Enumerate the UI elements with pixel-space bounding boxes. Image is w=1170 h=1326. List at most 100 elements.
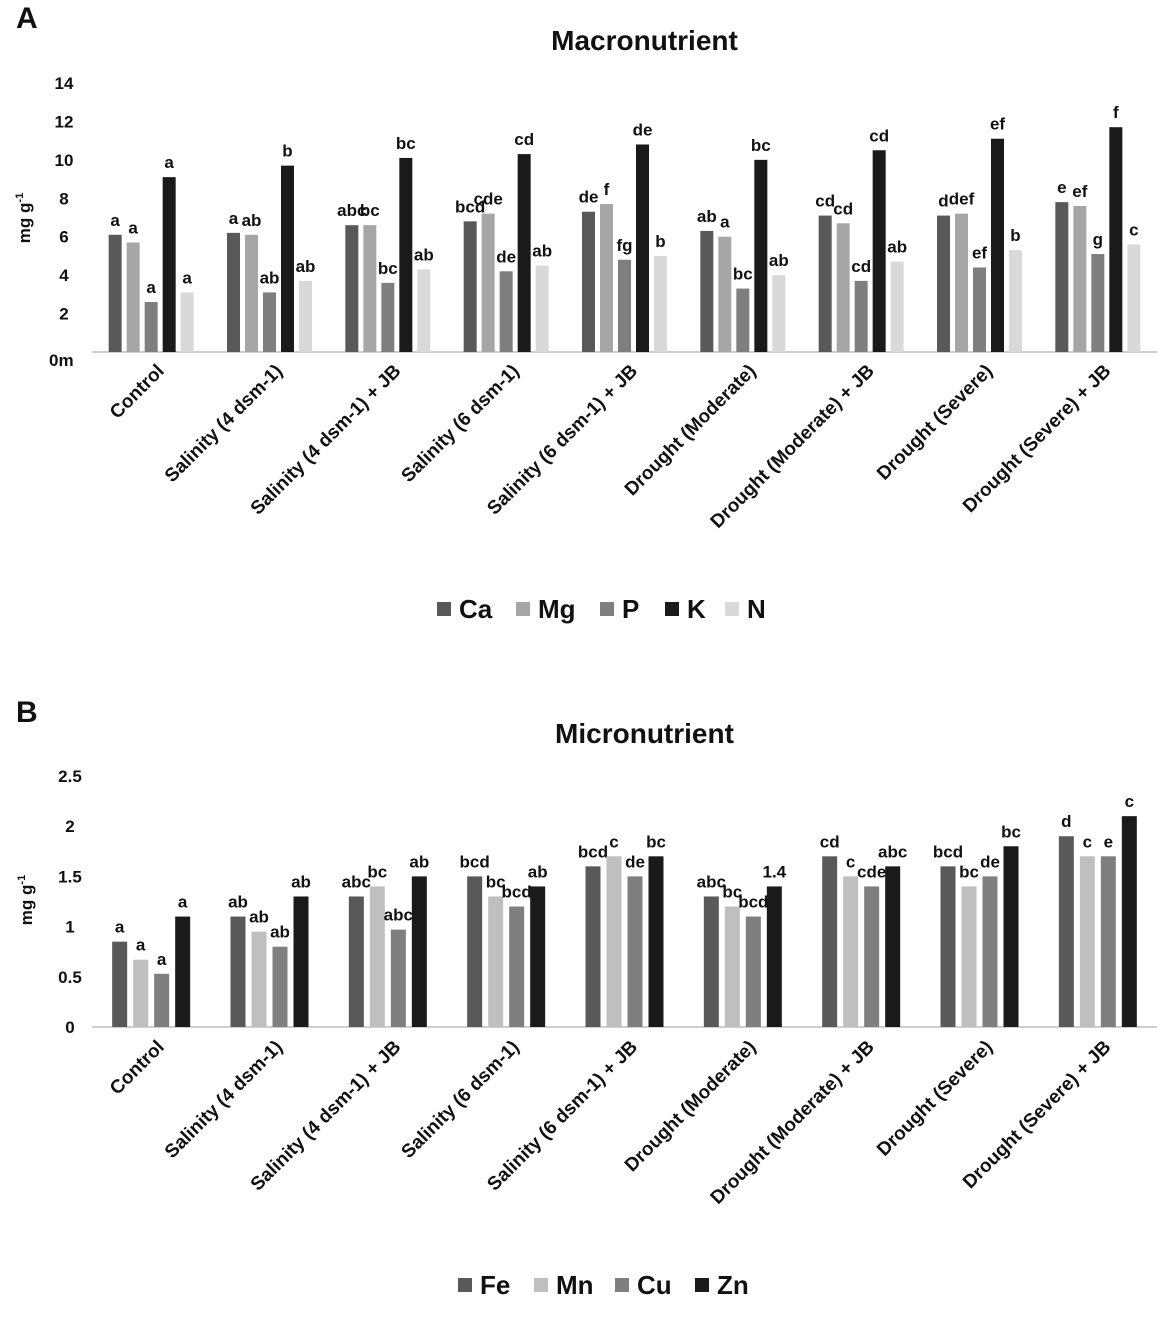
bar-cu	[745, 916, 761, 1027]
bar-zn	[648, 856, 664, 1027]
bar-mn	[251, 931, 267, 1027]
legend-label: Mg	[538, 594, 576, 624]
data-label: cd	[820, 832, 840, 851]
bar-p	[263, 292, 276, 352]
legend-swatch	[516, 602, 530, 616]
bar-cu	[627, 876, 643, 1027]
x-tick-label: Drought (Severe)	[873, 1037, 997, 1161]
bar-k	[636, 144, 649, 352]
legend-label: Ca	[459, 594, 493, 624]
x-tick-label: Control	[106, 361, 169, 424]
bar-p	[499, 271, 513, 352]
data-label: e	[1057, 178, 1066, 197]
x-tick-label: Drought (Moderate)	[621, 1037, 760, 1176]
data-label: ab	[532, 242, 552, 261]
bar-n	[299, 280, 312, 352]
data-label: bc	[367, 862, 387, 881]
bar-mg	[481, 213, 495, 352]
x-tick-label: Salinity (6 dsm-1)	[398, 1037, 524, 1163]
data-label: abc	[342, 872, 371, 891]
bar-mg	[600, 204, 613, 352]
data-label: ab	[291, 872, 311, 891]
chart-title: Micronutrient	[555, 718, 734, 749]
bar-mn	[1079, 856, 1095, 1027]
bar-ca	[463, 221, 477, 352]
data-label: bc	[378, 259, 398, 278]
bar-k	[162, 177, 176, 352]
data-label: c	[1125, 792, 1134, 811]
bar-fe	[822, 856, 838, 1027]
data-label: ab	[296, 257, 316, 276]
data-label: bcd	[460, 852, 490, 871]
data-label: ab	[528, 862, 548, 881]
data-label: 1.4	[763, 862, 787, 881]
x-tick-label: Drought (Moderate)	[621, 361, 760, 500]
data-label: f	[1113, 103, 1119, 122]
y-axis-label: mg g-1	[14, 193, 34, 243]
data-label: cd	[851, 257, 871, 276]
x-tick-label: Drought (Severe)	[873, 361, 997, 485]
legend-label: Fe	[480, 1270, 510, 1300]
data-label: a	[164, 153, 174, 172]
data-label: a	[720, 213, 730, 232]
y-axis-label-superscript: -1	[16, 875, 28, 885]
data-label: de	[625, 852, 645, 871]
bar-p	[381, 282, 395, 352]
bar-k	[1109, 127, 1123, 352]
bar-ca	[1055, 202, 1069, 352]
data-label: abc	[384, 906, 413, 925]
bar-cu	[154, 973, 170, 1027]
bar-p	[144, 302, 158, 352]
y-tick-label: 8	[59, 189, 68, 208]
bar-zn	[766, 886, 782, 1027]
data-label: bcd	[502, 883, 532, 902]
bar-ca	[582, 211, 595, 352]
data-label: ab	[769, 251, 789, 270]
legend-swatch	[600, 602, 614, 616]
legend-swatch	[665, 602, 679, 616]
bar-cu	[390, 929, 406, 1027]
y-tick-label: 2.5	[58, 767, 82, 786]
bar-n	[535, 265, 549, 352]
bar-mn	[488, 896, 504, 1027]
bar-mg	[126, 242, 140, 352]
bar-n	[772, 275, 786, 352]
bar-p	[973, 267, 986, 352]
chart-title: Macronutrient	[551, 25, 738, 56]
data-label: fg	[616, 236, 632, 255]
y-tick-label: 2	[65, 817, 74, 836]
data-label: cde	[857, 862, 886, 881]
y-tick-label: 0.5	[58, 968, 82, 987]
data-label: ab	[242, 211, 262, 230]
y-tick-label: 2	[59, 305, 68, 324]
data-label: ef	[972, 243, 987, 262]
data-label: a	[115, 918, 125, 937]
data-label: bcd	[455, 197, 485, 216]
data-label: bc	[959, 862, 979, 881]
bar-ca	[227, 232, 240, 352]
data-label: bc	[396, 134, 416, 153]
bar-ca	[108, 234, 122, 352]
data-label: bc	[646, 832, 666, 851]
bar-n	[1009, 250, 1022, 352]
y-tick-label: 0	[65, 1018, 74, 1037]
y-axis-label: mg g-1	[16, 875, 36, 925]
data-label: cd	[833, 199, 853, 218]
legend-swatch	[534, 1278, 548, 1292]
bar-ca	[937, 215, 950, 352]
y-tick-label: 12	[55, 112, 74, 131]
data-label: b	[282, 142, 292, 161]
x-tick-label: Salinity (4 dsm-1)	[161, 361, 287, 487]
legend-swatch	[615, 1278, 629, 1292]
data-label: a	[182, 268, 192, 287]
bar-k	[991, 138, 1004, 352]
bar-mn	[961, 886, 977, 1027]
bar-n	[890, 261, 904, 352]
data-label: ef	[1072, 182, 1087, 201]
data-label: bc	[751, 136, 771, 155]
data-label: bc	[360, 201, 380, 220]
y-tick-label: 10	[55, 151, 74, 170]
y-axis-label-main: mg g	[15, 203, 34, 244]
